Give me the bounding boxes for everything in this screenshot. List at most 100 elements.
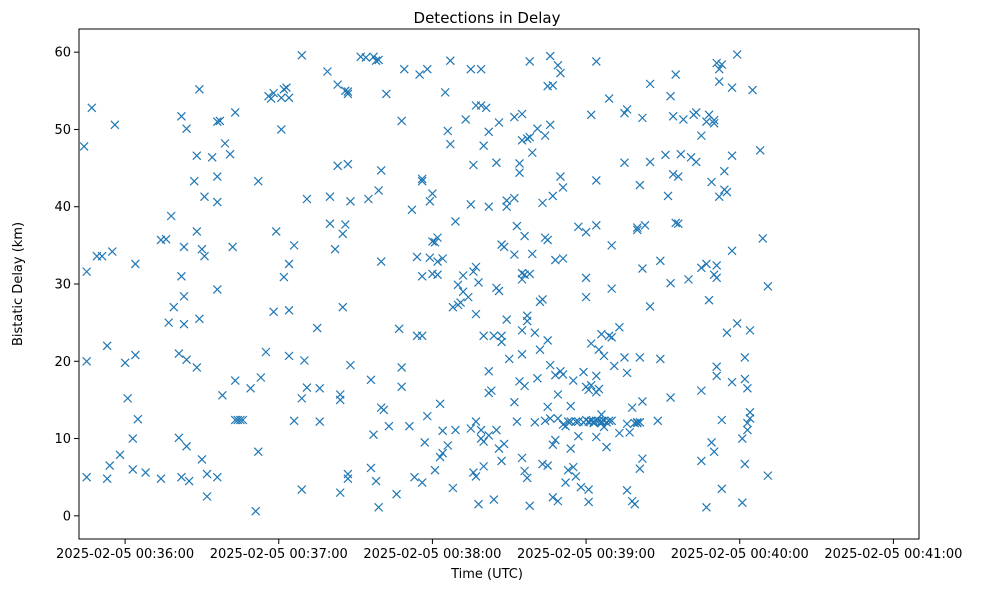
x-axis: 2025-02-05 00:36:00 2025-02-05 00:37:00 20… (56, 539, 962, 562)
data-point (673, 219, 683, 229)
data-point (335, 488, 345, 498)
data-point (128, 465, 138, 474)
data-point (573, 431, 583, 441)
data-point (668, 111, 678, 121)
data-point (742, 383, 752, 393)
data-point (315, 383, 325, 393)
data-point (632, 223, 642, 233)
data-point (684, 274, 693, 284)
data-point (366, 463, 376, 473)
data-point (597, 329, 606, 339)
data-point (415, 70, 425, 80)
data-point (192, 151, 202, 161)
data-point (297, 50, 307, 60)
data-point (668, 169, 678, 179)
data-point (374, 186, 384, 195)
data-point (645, 301, 655, 311)
data-point (363, 194, 373, 204)
chart-title: Detections in Delay (414, 9, 561, 27)
data-point (607, 416, 617, 426)
data-point (502, 202, 512, 212)
data-point (435, 452, 445, 462)
data-point (663, 191, 673, 201)
data-point (538, 295, 547, 304)
data-point (637, 264, 647, 273)
data-point (430, 465, 440, 475)
x-tick-label: 2025-02-05 00:40:00 (671, 547, 809, 562)
data-point (671, 70, 681, 80)
y-tick-label: 30 (54, 278, 71, 293)
data-point (691, 108, 701, 117)
data-point (369, 430, 378, 440)
data-point (246, 383, 256, 393)
data-point (451, 425, 460, 435)
data-point (632, 225, 642, 235)
data-point (194, 314, 204, 324)
data-point (174, 433, 184, 443)
data-point (712, 261, 722, 270)
data-point (581, 273, 591, 283)
data-point (525, 132, 535, 142)
data-point (704, 295, 714, 305)
data-point (727, 83, 737, 93)
data-point (556, 172, 565, 182)
data-point (553, 60, 563, 70)
data-point (548, 191, 558, 201)
data-point (696, 456, 706, 466)
data-point (284, 93, 294, 103)
data-point (591, 432, 601, 442)
data-point (517, 109, 527, 119)
data-point (653, 416, 663, 426)
data-point (197, 454, 207, 464)
data-point (438, 426, 448, 436)
data-point (637, 397, 647, 406)
data-point (422, 411, 432, 421)
data-point (371, 56, 381, 66)
data-point (532, 124, 542, 134)
x-tick-label: 2025-02-05 00:37:00 (210, 547, 348, 562)
data-point (312, 323, 322, 333)
data-point (474, 278, 483, 287)
data-point (732, 50, 742, 59)
data-point (346, 196, 355, 206)
data-point (558, 182, 568, 192)
data-point (568, 462, 578, 472)
data-point (161, 234, 171, 244)
data-point (492, 158, 501, 168)
y-tick-label: 50 (54, 123, 71, 138)
data-point (666, 278, 676, 288)
data-point (412, 252, 422, 262)
data-point (417, 271, 427, 281)
data-point (522, 473, 532, 483)
data-point (712, 362, 722, 372)
data-point (620, 352, 629, 362)
data-point (545, 360, 555, 370)
data-point (561, 478, 571, 488)
data-point (130, 259, 140, 269)
data-point (484, 127, 494, 137)
data-point (468, 267, 478, 277)
data-point (340, 220, 350, 229)
data-point (325, 219, 335, 229)
data-point (463, 292, 473, 302)
data-point (609, 361, 619, 371)
data-point (448, 302, 458, 312)
data-point (333, 161, 343, 171)
data-point (543, 461, 553, 471)
data-point (563, 417, 573, 426)
data-point (709, 115, 719, 125)
data-point (451, 216, 460, 226)
data-point (200, 251, 209, 261)
data-point (397, 116, 407, 126)
data-point (556, 68, 565, 78)
data-point (696, 131, 706, 141)
data-point (438, 254, 448, 263)
data-point (330, 244, 340, 254)
data-point (79, 142, 89, 151)
data-point (607, 284, 617, 294)
data-point (489, 331, 499, 341)
data-point (584, 485, 594, 494)
data-point (107, 247, 117, 256)
data-point (338, 302, 348, 312)
plot-area (79, 29, 919, 539)
